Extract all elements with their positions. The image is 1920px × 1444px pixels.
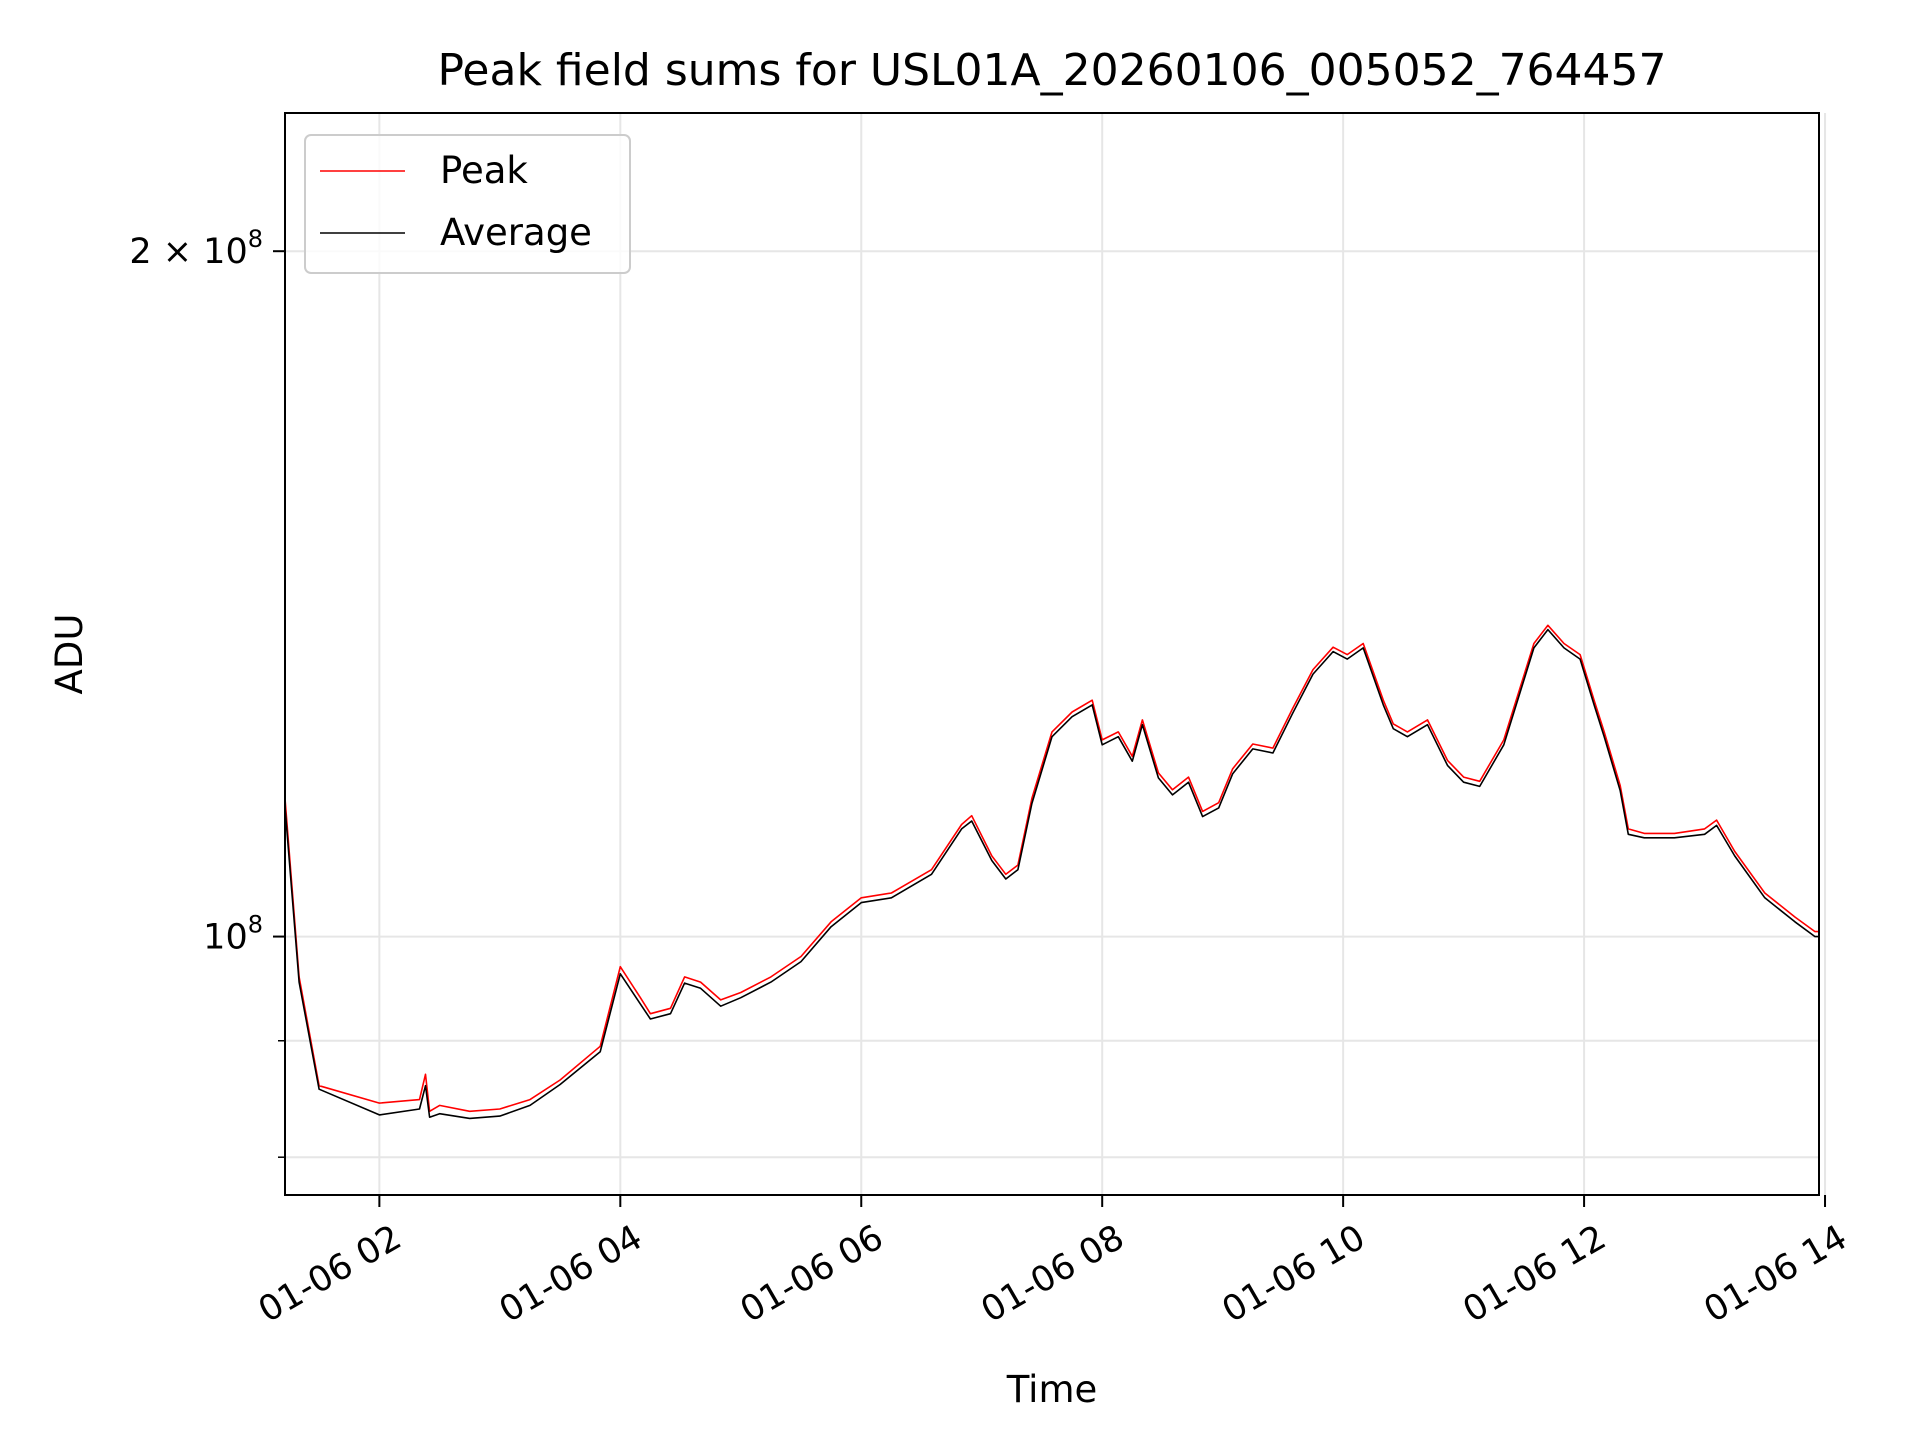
y-tick-label-base: 2 × 10 (129, 232, 247, 272)
legend-box (304, 134, 631, 274)
x-tick-label: 01-06 14 (1698, 1218, 1854, 1331)
x-tick-label: 01-06 08 (975, 1218, 1131, 1331)
y-tick-label: 108 (203, 911, 263, 958)
x-tick-label: 01-06 06 (734, 1218, 890, 1331)
plot-frame (284, 112, 1820, 1196)
x-axis: 01-06 02 01-06 04 01-06 06 01-06 08 01-06 10… (252, 1195, 1854, 1331)
x-tick-label: 01-06 10 (1216, 1218, 1372, 1331)
chart-title: Peak field sums for USL01A_20260106_0050… (437, 45, 1666, 96)
y-tick-label-exponent: 8 (248, 911, 263, 939)
legend: Peak Average (304, 134, 631, 274)
y-tick-label: 2 × 108 (129, 225, 263, 272)
legend-peak-label: Peak (440, 149, 528, 192)
series-line-average (285, 628, 1819, 1120)
series-line-peak (285, 624, 1819, 1113)
grid (285, 113, 1827, 1195)
x-axis-label: Time (1006, 1368, 1098, 1411)
legend-average-label: Average (440, 211, 592, 254)
y-axis-label: ADU (48, 614, 91, 695)
x-tick-label: 01-06 12 (1457, 1218, 1613, 1331)
series-layer (285, 624, 1819, 1120)
x-tick-label: 01-06 04 (493, 1218, 649, 1331)
y-tick-label-base: 10 (203, 918, 248, 958)
y-tick-label-exponent: 8 (248, 225, 263, 253)
x-tick-label: 01-06 02 (252, 1218, 408, 1331)
